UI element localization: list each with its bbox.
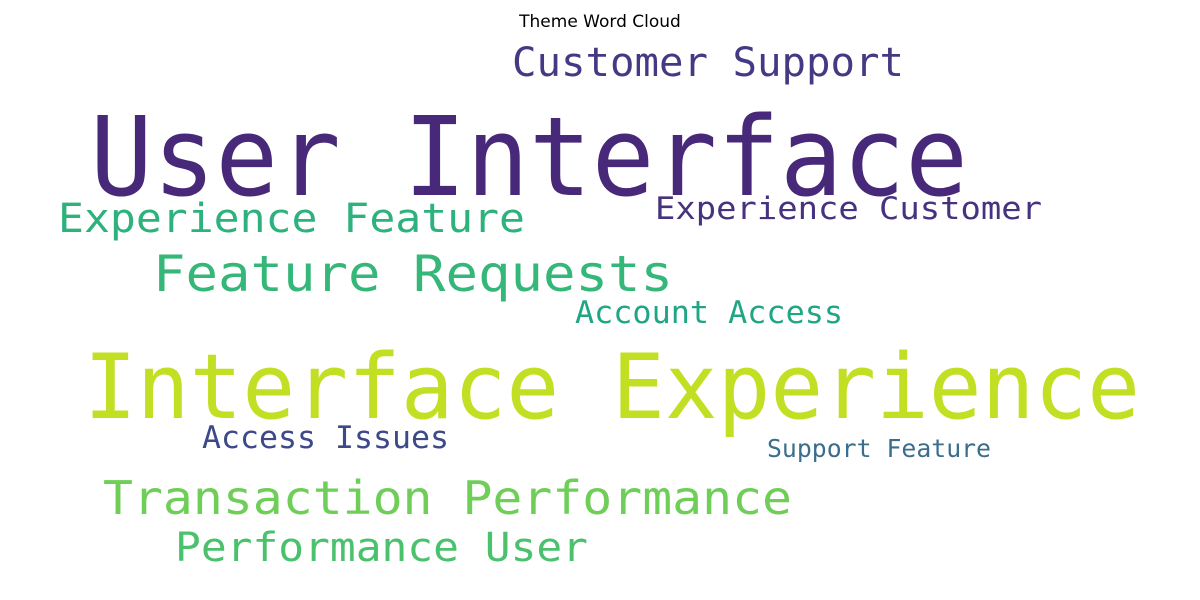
word-feature-requests: Feature Requests <box>153 245 673 303</box>
word-experience-feature: Experience Feature <box>58 196 525 242</box>
word-experience-customer: Experience Customer <box>655 191 1042 227</box>
word-performance-user: Performance User <box>175 525 588 571</box>
word-customer-support: Customer Support <box>512 40 904 86</box>
word-transaction-performance: Transaction Performance <box>103 471 792 525</box>
word-support-feature: Support Feature <box>767 434 991 463</box>
word-user-interface: User Interface <box>90 93 968 221</box>
word-access-issues: Access Issues <box>202 420 449 456</box>
word-interface-experience: Interface Experience <box>84 335 1140 440</box>
word-account-access: Account Access <box>575 295 843 331</box>
chart-title: Theme Word Cloud <box>519 12 681 32</box>
